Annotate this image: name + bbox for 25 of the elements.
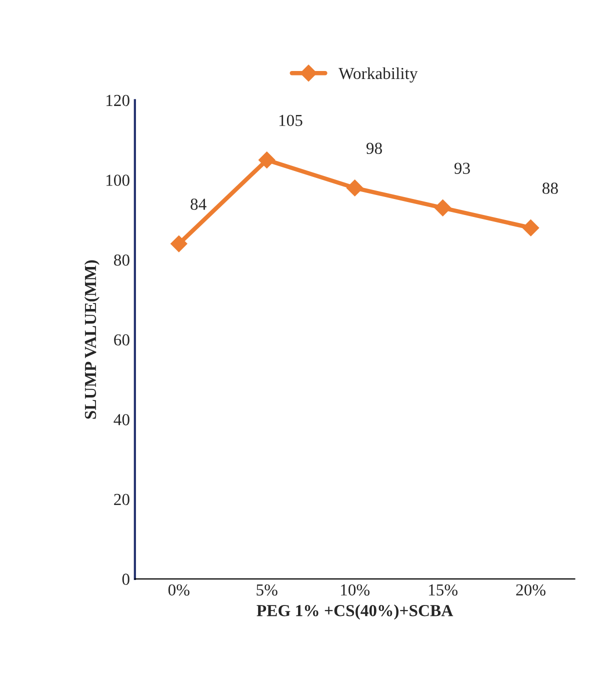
x-tick-label: 10% (341, 584, 370, 596)
y-tick-label: 40 (114, 414, 130, 426)
x-tick-label: 20% (516, 584, 546, 596)
data-label: 105 (279, 114, 302, 126)
data-label: 88 (542, 182, 558, 194)
y-tick-label: 120 (106, 94, 130, 106)
legend-label: Workability (338, 67, 418, 83)
point (346, 180, 364, 196)
data-label: 93 (454, 162, 470, 174)
x-tick-label: 0% (168, 584, 190, 596)
point (522, 219, 540, 236)
y-axis-title: SLUMP VALUE(MM) (84, 260, 100, 419)
point (170, 235, 188, 252)
x-axis-title: PEG 1% +CS(40%)+SCBA (256, 604, 454, 620)
y-tick-label: 60 (114, 334, 130, 346)
y-tick-label: 100 (106, 174, 130, 186)
y-tick-label: 0 (122, 574, 130, 585)
data-label: 84 (190, 198, 206, 210)
x-tick-label: 5% (256, 584, 278, 596)
y-tick-label: 20 (114, 494, 130, 506)
y-tick-label: 80 (114, 254, 130, 266)
point (434, 200, 452, 216)
point (258, 152, 276, 168)
data-label: 98 (366, 142, 382, 154)
x-tick-label: 15% (428, 584, 458, 596)
